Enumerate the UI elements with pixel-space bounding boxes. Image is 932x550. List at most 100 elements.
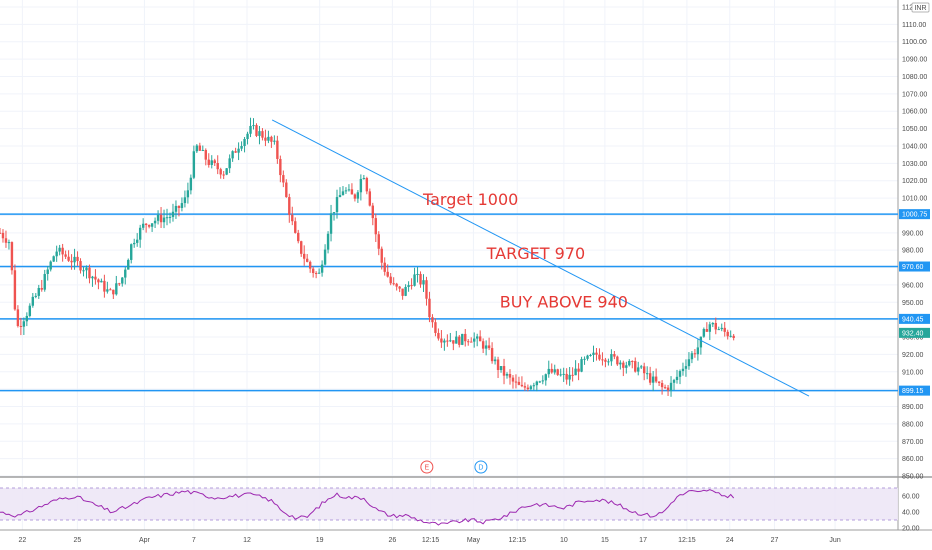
candle-body bbox=[311, 268, 315, 274]
candle-body bbox=[106, 289, 109, 292]
candle-body bbox=[279, 158, 282, 176]
candle-body bbox=[133, 242, 136, 245]
candle-body bbox=[473, 338, 476, 342]
candle-body bbox=[213, 160, 216, 164]
candle-body bbox=[359, 178, 363, 193]
candle-body bbox=[520, 384, 524, 387]
candle-body bbox=[464, 333, 467, 342]
event-marker-label: D bbox=[478, 465, 483, 472]
candle-body bbox=[371, 205, 374, 219]
candle-body bbox=[377, 234, 380, 249]
candle-body bbox=[31, 296, 35, 306]
candle-body bbox=[452, 340, 455, 344]
candle-body bbox=[547, 368, 550, 375]
candle-body bbox=[115, 283, 118, 295]
x-tick-label: 22 bbox=[18, 537, 26, 544]
candle-body bbox=[246, 133, 249, 140]
candle-body bbox=[61, 247, 64, 255]
candle-body bbox=[467, 341, 470, 343]
candle-body bbox=[470, 341, 473, 343]
candle-body bbox=[478, 336, 482, 342]
candle-body bbox=[267, 136, 270, 141]
candle-body bbox=[604, 359, 607, 362]
candle-body bbox=[437, 332, 440, 339]
candle-body bbox=[49, 261, 52, 270]
candle-body bbox=[613, 354, 616, 357]
candle-body bbox=[574, 368, 577, 376]
level-price-tag bbox=[899, 209, 930, 220]
candle-body bbox=[338, 195, 342, 198]
candle-body bbox=[153, 220, 157, 224]
candle-body bbox=[428, 298, 431, 318]
candle-body bbox=[22, 321, 26, 327]
candle-body bbox=[619, 362, 622, 365]
candle-body bbox=[55, 251, 58, 257]
candle-body bbox=[112, 289, 115, 295]
y-tick-label: 990.00 bbox=[902, 230, 924, 237]
x-tick-label: 7 bbox=[192, 537, 196, 544]
candle-body bbox=[386, 271, 389, 277]
candle-body bbox=[622, 362, 625, 368]
annotation-label: Target 1000 bbox=[422, 190, 518, 209]
candle-body bbox=[124, 269, 127, 278]
candle-body bbox=[389, 276, 392, 284]
candle-body bbox=[64, 254, 67, 257]
trendline-layer bbox=[271, 119, 810, 397]
y-tick-label: 860.00 bbox=[902, 456, 924, 463]
candle-body bbox=[556, 369, 559, 375]
candle-body bbox=[168, 216, 172, 218]
candle-body bbox=[553, 369, 556, 373]
level-price-label: 940.45 bbox=[902, 316, 924, 323]
candle-body bbox=[565, 373, 568, 380]
level-price-label: 899.15 bbox=[902, 388, 924, 395]
candle-body bbox=[625, 365, 628, 368]
candle-body bbox=[669, 382, 673, 391]
candle-body bbox=[681, 368, 685, 372]
y-tick-label: 1070.00 bbox=[902, 91, 927, 98]
candle-body bbox=[231, 151, 234, 159]
candle-body bbox=[434, 322, 437, 333]
level-price-tag bbox=[899, 385, 930, 396]
candle-body bbox=[410, 285, 413, 287]
y-tick-label: 920.00 bbox=[902, 352, 924, 359]
rsi-tick-label: 60.00 bbox=[902, 494, 920, 501]
x-tick-label: 12:15 bbox=[422, 537, 440, 544]
candle-body bbox=[663, 387, 667, 389]
candle-body bbox=[303, 253, 306, 259]
y-tick-label: 1110.00 bbox=[902, 22, 926, 29]
candle-body bbox=[210, 160, 213, 165]
candle-body bbox=[687, 359, 691, 367]
candle-body bbox=[514, 381, 518, 383]
y-tick-label: 1010.00 bbox=[902, 196, 927, 203]
candle-body bbox=[592, 352, 595, 355]
candle-body bbox=[413, 274, 416, 286]
candle-body bbox=[684, 366, 688, 369]
level-price-tag bbox=[899, 261, 930, 272]
candle-body bbox=[645, 373, 649, 375]
candle-body bbox=[583, 358, 586, 360]
candle-body bbox=[577, 368, 580, 372]
candle-body bbox=[141, 223, 145, 228]
candle-body bbox=[332, 212, 336, 214]
candle-body bbox=[672, 380, 676, 383]
candle-body bbox=[401, 288, 404, 296]
candle-body bbox=[505, 374, 509, 376]
candle-body bbox=[186, 190, 190, 198]
candle-body bbox=[144, 223, 148, 225]
candle-body bbox=[237, 148, 240, 153]
candle-body bbox=[458, 336, 461, 345]
candle-body bbox=[183, 197, 187, 204]
candle-body bbox=[541, 380, 544, 382]
event-marker-label: E bbox=[425, 465, 430, 472]
candle-body bbox=[308, 261, 312, 269]
last-price-label: 932.40 bbox=[902, 330, 924, 337]
candle-body bbox=[586, 355, 589, 359]
candle-body bbox=[559, 374, 562, 376]
candle-body bbox=[270, 136, 273, 142]
candle-body bbox=[422, 280, 425, 285]
candle-body bbox=[177, 205, 181, 208]
x-tick-label: Jun bbox=[829, 537, 840, 544]
candle-body bbox=[297, 232, 300, 242]
candle-body bbox=[651, 376, 655, 383]
